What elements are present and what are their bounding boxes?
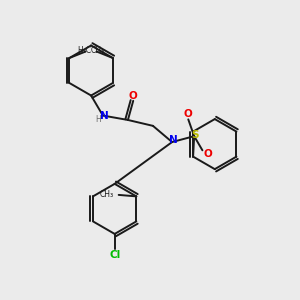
Text: H: H xyxy=(96,115,101,124)
Text: CH₃: CH₃ xyxy=(99,190,113,199)
Text: CH₃: CH₃ xyxy=(91,46,105,55)
Text: Cl: Cl xyxy=(109,250,120,260)
Text: N: N xyxy=(100,111,109,122)
Text: O: O xyxy=(203,149,212,159)
Text: S: S xyxy=(191,130,199,140)
Text: H₃C: H₃C xyxy=(77,46,91,55)
Text: O: O xyxy=(129,91,138,101)
Text: N: N xyxy=(169,135,177,145)
Text: O: O xyxy=(183,109,192,119)
